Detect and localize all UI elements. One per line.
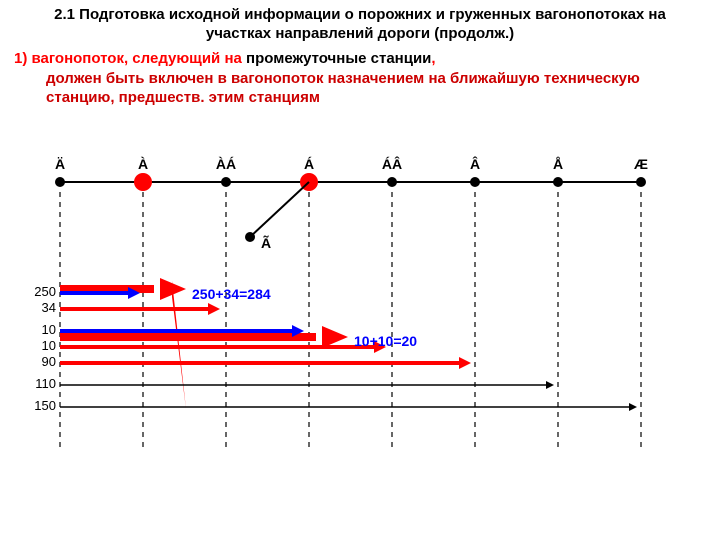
- station-label: ÀÁ: [216, 156, 236, 172]
- arrow-value: 90: [24, 354, 56, 369]
- arrow-value: 34: [24, 300, 56, 315]
- paragraph-2: должен быть включен в вагонопоток назнач…: [0, 68, 720, 108]
- arrow-value: 10: [24, 322, 56, 337]
- arrow-value: 10: [24, 338, 56, 353]
- para1-pre: 1) вагонопоток, следующий на: [14, 50, 246, 67]
- station-label: Â: [470, 156, 480, 172]
- arrow-value: 110: [24, 376, 56, 391]
- para1-post: ,: [431, 50, 435, 67]
- station-label: ÁÂ: [382, 156, 402, 172]
- calc-1: 250+34=284: [192, 286, 271, 302]
- arrow-value: 250: [24, 284, 56, 299]
- branch-station-label: Ã: [261, 235, 271, 251]
- station-label: Ä: [55, 156, 65, 172]
- arrow-value: 150: [24, 398, 56, 413]
- station-label: Æ: [634, 156, 648, 172]
- station-label: À: [138, 156, 148, 172]
- page-title: 2.1 Подготовка исходной информации о пор…: [0, 0, 720, 48]
- para1-mid: промежуточные станции: [246, 50, 431, 67]
- station-label: Á: [304, 156, 314, 172]
- diagram-area: ÄÀÀÁÁÁÂÂÅÆÃ25034101090110150250+34=28410…: [0, 142, 720, 462]
- station-label: Å: [553, 156, 563, 172]
- calc-2: 10+10=20: [354, 333, 417, 349]
- paragraph-1: 1) вагонопоток, следующий на промежуточн…: [0, 48, 720, 69]
